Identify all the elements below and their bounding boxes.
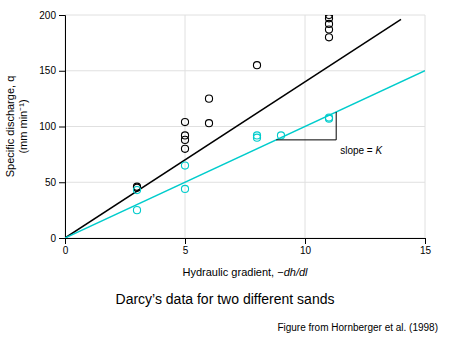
x-axis-tick-label: 15 xyxy=(420,245,432,256)
fit-line xyxy=(65,71,425,238)
data-point xyxy=(181,132,188,139)
y-axis-tick-mark xyxy=(59,71,65,72)
y-axis-tick-label: 150 xyxy=(39,65,56,76)
caption: Figure from Hornberger et al. (1998) xyxy=(277,322,438,333)
grid xyxy=(65,15,425,238)
y-axis-tick: 150 xyxy=(39,65,65,76)
y-axis-tick: 0 xyxy=(50,233,65,244)
data-point xyxy=(181,145,188,152)
title: Darcy’s data for two different sands xyxy=(116,291,335,307)
y-axis-tick-mark xyxy=(59,238,65,239)
plot: 051015050100150200slope = K xyxy=(39,10,431,256)
annotation: slope = K xyxy=(340,145,383,156)
x-axis-title: Hydraulic gradient, −dh/dl xyxy=(182,266,308,278)
data-point xyxy=(181,185,188,192)
data-point xyxy=(181,118,188,125)
y-axis-tick-label: 200 xyxy=(39,10,56,21)
x-axis-tick-mark xyxy=(305,238,306,244)
x-axis-tick-label: 5 xyxy=(183,245,189,256)
x-axis-tick: 10 xyxy=(300,238,312,256)
fit-line xyxy=(65,19,401,238)
x-axis: 0 5 10 15 xyxy=(63,238,432,256)
data-point xyxy=(253,62,260,69)
slope-bracket xyxy=(276,139,336,140)
y-axis-title-line: (mm min⁻¹) xyxy=(17,99,29,153)
slope-bracket xyxy=(336,112,337,140)
x-axis-tick: 15 xyxy=(420,238,432,256)
data-point xyxy=(277,132,284,139)
y-axis-title: Specific discharge, q(mm min⁻¹) xyxy=(4,76,29,178)
y-axis-tick-label: 100 xyxy=(39,121,56,132)
x-axis-tick-mark xyxy=(185,238,186,244)
y-axis-tick-label: 0 xyxy=(50,233,56,244)
y-axis-tick: 100 xyxy=(39,121,65,132)
y-axis: 0 50 100 150 200 xyxy=(39,10,65,244)
data-point xyxy=(205,120,212,127)
data-area xyxy=(65,15,425,238)
y-label-group: Specific discharge, q(mm min⁻¹) xyxy=(4,76,29,178)
data-point xyxy=(181,162,188,169)
data-point xyxy=(325,15,332,19)
grid-line-y xyxy=(65,126,425,127)
x-axis-title-part: Hydraulic gradient, − xyxy=(182,266,283,278)
data-point xyxy=(133,186,140,193)
y-axis-tick: 200 xyxy=(39,10,65,21)
chart: 051015050100150200slope = KSpecific disc… xyxy=(0,0,450,338)
y-axis-tick: 50 xyxy=(45,177,65,188)
y-axis-tick-mark xyxy=(59,182,65,183)
data-point xyxy=(325,114,332,121)
grid-line-y xyxy=(65,15,425,16)
x-axis-tick-mark xyxy=(425,238,426,244)
data-point xyxy=(205,95,212,102)
x-axis-tick: 5 xyxy=(183,238,189,256)
x-axis-tick: 0 xyxy=(63,238,69,256)
grid-line-y xyxy=(65,70,425,71)
data-point xyxy=(181,136,188,143)
data-point xyxy=(253,132,260,139)
data-point xyxy=(325,34,332,41)
y-axis-tick-label: 50 xyxy=(45,177,57,188)
x-axis-tick-label: 10 xyxy=(300,245,312,256)
x-axis-line xyxy=(66,239,426,245)
y-axis-title-line: Specific discharge, q xyxy=(4,76,16,178)
annotation-part: slope = xyxy=(340,145,375,156)
x-axis-tick-label: 0 xyxy=(63,245,69,256)
y-axis-line xyxy=(59,16,66,239)
grid-line-y xyxy=(65,182,425,183)
x-axis-title-part: dh/dl xyxy=(284,266,308,278)
data-point xyxy=(133,207,140,214)
y-axis-tick-mark xyxy=(59,15,65,16)
y-axis-tick-mark xyxy=(59,127,65,128)
annotation-part: K xyxy=(376,145,384,156)
